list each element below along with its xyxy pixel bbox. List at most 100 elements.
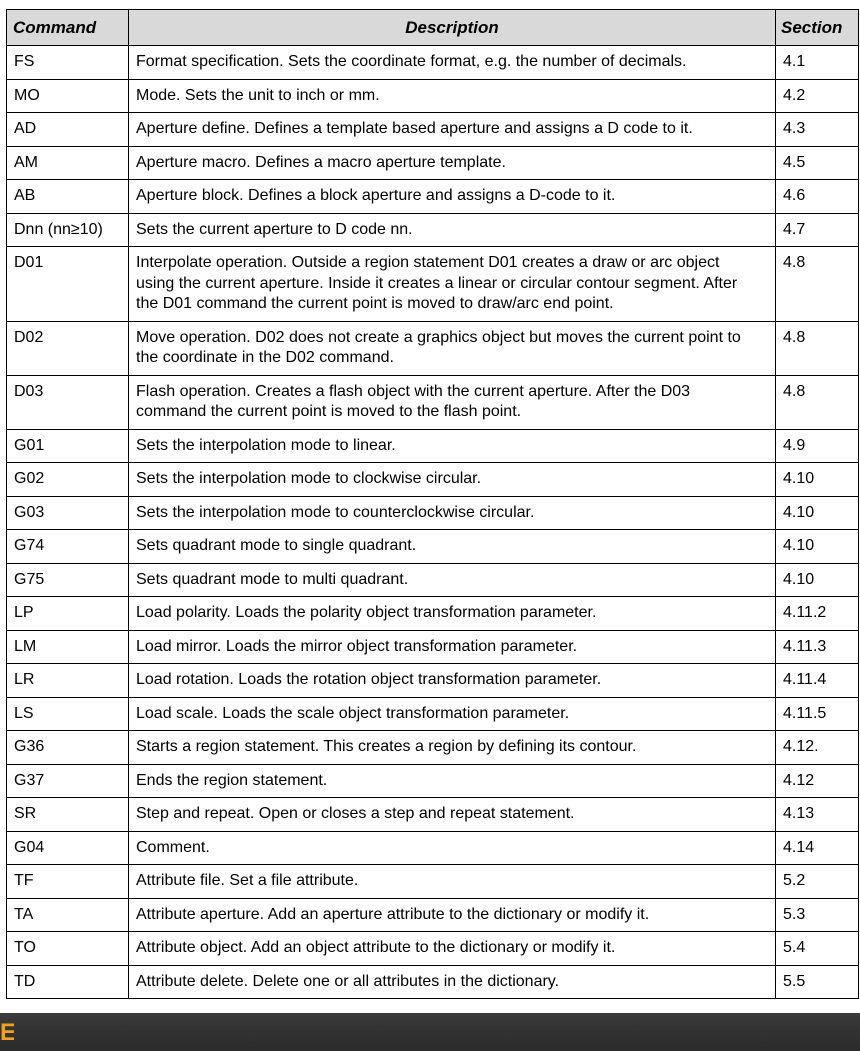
cell-section: 4.10: [775, 495, 859, 530]
cell-section: 4.11.2: [775, 596, 859, 631]
cell-description: Load mirror. Loads the mirror object tra…: [128, 629, 776, 664]
cell-section: 4.8: [775, 320, 859, 376]
cell-command: G37: [6, 763, 129, 798]
cell-command: TD: [6, 964, 129, 999]
table-row: TD Attribute delete. Delete one or all at…: [6, 964, 859, 999]
table-row: MO Mode. Sets the unit to inch or mm. 4.2: [6, 78, 859, 113]
cell-description: Attribute object. Add an object attribut…: [128, 931, 776, 966]
cell-section: 4.12.: [775, 730, 859, 765]
cell-section: 4.3: [775, 112, 859, 147]
cell-command: G74: [6, 529, 129, 564]
cell-section: 4.14: [775, 830, 859, 865]
cell-command: SR: [6, 797, 129, 832]
cell-section: 4.10: [775, 529, 859, 564]
cell-description: Format specification. Sets the coordinat…: [128, 45, 776, 80]
table-row: TF Attribute file. Set a file attribute. 5…: [6, 864, 859, 899]
cell-command: Dnn (nn≥10): [6, 212, 129, 247]
command-table: Command Description Section FS Format spe…: [6, 9, 859, 999]
cell-command: FS: [6, 45, 129, 80]
table-row: G74 Sets quadrant mode to single quadrant…: [6, 529, 859, 564]
cell-description: Aperture block. Defines a block aperture…: [128, 179, 776, 214]
cell-description: Sets the interpolation mode to clockwise…: [128, 462, 776, 497]
table-row: AM Aperture macro. Defines a macro apertu…: [6, 145, 859, 180]
table-row: G75 Sets quadrant mode to multi quadrant.…: [6, 562, 859, 597]
cell-section: 4.6: [775, 179, 859, 214]
cell-description: Step and repeat. Open or closes a step a…: [128, 797, 776, 832]
table-row: G04 Comment. 4.14: [6, 830, 859, 865]
cell-description: Aperture define. Defines a template base…: [128, 112, 776, 147]
table-row: LR Load rotation. Loads the rotation obje…: [6, 663, 859, 698]
cell-command: AB: [6, 179, 129, 214]
cell-command: MO: [6, 78, 129, 113]
table-row: TO Attribute object. Add an object attrib…: [6, 931, 859, 966]
cell-description: Sets the current aperture to D code nn.: [128, 212, 776, 247]
cell-section: 4.8: [775, 246, 859, 322]
cell-command: TF: [6, 864, 129, 899]
table-row: AB Aperture block. Defines a block apertu…: [6, 179, 859, 214]
bottom-toolbar: E: [0, 1013, 860, 1051]
table-body: FS Format specification. Sets the coordin…: [6, 45, 859, 999]
app-logo-icon: E: [0, 1020, 14, 1046]
cell-section: 4.11.3: [775, 629, 859, 664]
cell-section: 4.11.4: [775, 663, 859, 698]
table-row: LS Load scale. Loads the scale object tra…: [6, 696, 859, 731]
cell-command: D01: [6, 246, 129, 322]
cell-description: Ends the region statement.: [128, 763, 776, 798]
cell-description: Load polarity. Loads the polarity object…: [128, 596, 776, 631]
cell-description: Sets the interpolation mode to countercl…: [128, 495, 776, 530]
cell-description: Flash operation. Creates a flash object …: [128, 374, 776, 430]
table-row: D01 Interpolate operation. Outside a regi…: [6, 246, 859, 322]
cell-description: Load scale. Loads the scale object trans…: [128, 696, 776, 731]
cell-command: LS: [6, 696, 129, 731]
table-row: LM Load mirror. Loads the mirror object t…: [6, 629, 859, 664]
cell-section: 4.11.5: [775, 696, 859, 731]
header-command: Command: [6, 9, 129, 46]
command-table-container: Command Description Section FS Format spe…: [6, 9, 859, 999]
cell-command: G02: [6, 462, 129, 497]
cell-command: AM: [6, 145, 129, 180]
cell-command: G01: [6, 428, 129, 463]
cell-description: Attribute file. Set a file attribute.: [128, 864, 776, 899]
cell-section: 4.12: [775, 763, 859, 798]
cell-command: AD: [6, 112, 129, 147]
table-row: LP Load polarity. Loads the polarity obje…: [6, 596, 859, 631]
cell-description: Load rotation. Loads the rotation object…: [128, 663, 776, 698]
cell-command: TO: [6, 931, 129, 966]
cell-command: D02: [6, 320, 129, 376]
header-section: Section: [775, 9, 859, 46]
cell-command: G75: [6, 562, 129, 597]
cell-command: G03: [6, 495, 129, 530]
cell-section: 4.5: [775, 145, 859, 180]
table-row: TA Attribute aperture. Add an aperture at…: [6, 897, 859, 932]
cell-section: 5.4: [775, 931, 859, 966]
table-row: FS Format specification. Sets the coordin…: [6, 45, 859, 80]
cell-command: D03: [6, 374, 129, 430]
table-row: D03 Flash operation. Creates a flash obje…: [6, 374, 859, 430]
cell-command: LP: [6, 596, 129, 631]
cell-section: 4.2: [775, 78, 859, 113]
cell-section: 4.13: [775, 797, 859, 832]
cell-description: Sets quadrant mode to single quadrant.: [128, 529, 776, 564]
cell-description: Interpolate operation. Outside a region …: [128, 246, 776, 322]
cell-section: 4.7: [775, 212, 859, 247]
cell-command: G04: [6, 830, 129, 865]
table-row: G37 Ends the region statement. 4.12: [6, 763, 859, 798]
cell-command: TA: [6, 897, 129, 932]
cell-section: 4.8: [775, 374, 859, 430]
table-row: SR Step and repeat. Open or closes a step…: [6, 797, 859, 832]
table-row: G02 Sets the interpolation mode to clockw…: [6, 462, 859, 497]
cell-description: Comment.: [128, 830, 776, 865]
cell-command: G36: [6, 730, 129, 765]
table-row: Dnn (nn≥10) Sets the current aperture to …: [6, 212, 859, 247]
cell-description: Sets quadrant mode to multi quadrant.: [128, 562, 776, 597]
cell-description: Sets the interpolation mode to linear.: [128, 428, 776, 463]
cell-description: Aperture macro. Defines a macro aperture…: [128, 145, 776, 180]
cell-command: LR: [6, 663, 129, 698]
cell-section: 5.2: [775, 864, 859, 899]
cell-section: 5.5: [775, 964, 859, 999]
table-header-row: Command Description Section: [6, 9, 859, 46]
cell-description: Attribute aperture. Add an aperture attr…: [128, 897, 776, 932]
table-row: D02 Move operation. D02 does not create a…: [6, 320, 859, 376]
cell-section: 4.10: [775, 562, 859, 597]
table-row: G03 Sets the interpolation mode to counte…: [6, 495, 859, 530]
